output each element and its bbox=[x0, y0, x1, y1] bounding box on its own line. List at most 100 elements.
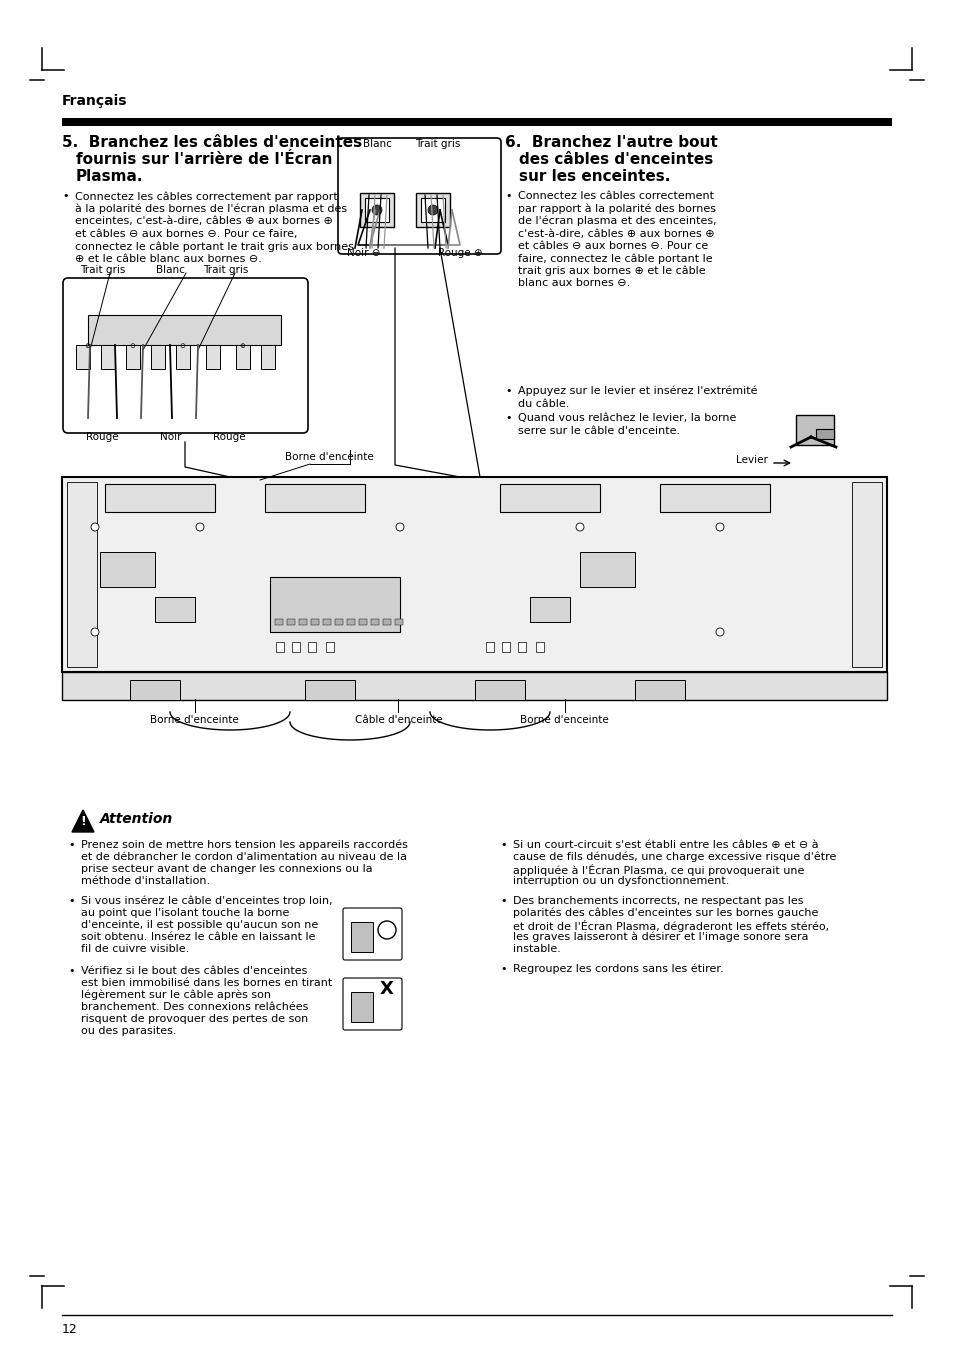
Text: Borne d'enceinte: Borne d'enceinte bbox=[285, 453, 374, 462]
Bar bbox=[395, 619, 402, 626]
Text: 5.  Branchez les câbles d'enceintes: 5. Branchez les câbles d'enceintes bbox=[62, 135, 362, 150]
Bar bbox=[347, 619, 355, 626]
Bar bbox=[659, 484, 769, 512]
Text: Si vous insérez le câble d'enceintes trop loin,: Si vous insérez le câble d'enceintes tro… bbox=[81, 896, 333, 907]
Text: Connectez les câbles correctement par rapport: Connectez les câbles correctement par ra… bbox=[75, 190, 337, 201]
Text: Attention: Attention bbox=[100, 812, 173, 825]
Text: Regroupez les cordons sans les étirer.: Regroupez les cordons sans les étirer. bbox=[513, 965, 723, 974]
Text: Rouge: Rouge bbox=[86, 432, 118, 442]
Text: Connectez les câbles correctement: Connectez les câbles correctement bbox=[517, 190, 713, 201]
Circle shape bbox=[576, 523, 583, 531]
Text: interruption ou un dysfonctionnement.: interruption ou un dysfonctionnement. bbox=[513, 875, 729, 886]
Bar bbox=[67, 482, 97, 667]
Bar bbox=[365, 199, 389, 222]
Circle shape bbox=[716, 523, 723, 531]
Bar bbox=[351, 921, 373, 952]
Text: Trait gris: Trait gris bbox=[80, 265, 125, 276]
Polygon shape bbox=[71, 811, 94, 832]
Bar bbox=[62, 671, 886, 700]
Text: •: • bbox=[62, 190, 69, 201]
Bar bbox=[235, 345, 250, 369]
Bar bbox=[105, 484, 214, 512]
Bar bbox=[635, 680, 684, 700]
Text: prise secteur avant de changer les connexions ou la: prise secteur avant de changer les conne… bbox=[81, 865, 373, 874]
Text: des câbles d'enceintes: des câbles d'enceintes bbox=[518, 153, 713, 168]
Text: appliquée à l'Écran Plasma, ce qui provoquerait une: appliquée à l'Écran Plasma, ce qui provo… bbox=[513, 865, 803, 875]
Text: et câbles ⊖ aux bornes ⊖. Pour ce faire,: et câbles ⊖ aux bornes ⊖. Pour ce faire, bbox=[75, 228, 297, 239]
Bar bbox=[851, 482, 882, 667]
Bar bbox=[206, 345, 220, 369]
Bar bbox=[475, 680, 524, 700]
Text: Câble d'enceinte: Câble d'enceinte bbox=[355, 715, 442, 725]
Text: •: • bbox=[499, 965, 506, 974]
Text: risquent de provoquer des pertes de son: risquent de provoquer des pertes de son bbox=[81, 1015, 308, 1024]
Bar bbox=[501, 642, 510, 653]
Circle shape bbox=[377, 921, 395, 939]
Bar bbox=[62, 477, 886, 671]
Bar bbox=[420, 199, 444, 222]
Text: Des branchements incorrects, ne respectant pas les: Des branchements incorrects, ne respecta… bbox=[513, 896, 802, 907]
Text: •: • bbox=[499, 840, 506, 850]
FancyBboxPatch shape bbox=[343, 908, 401, 961]
Bar bbox=[323, 619, 331, 626]
FancyBboxPatch shape bbox=[63, 278, 308, 434]
Text: 6.  Branchez l'autre bout: 6. Branchez l'autre bout bbox=[504, 135, 717, 150]
Bar bbox=[76, 345, 90, 369]
Text: Rouge ⊕: Rouge ⊕ bbox=[437, 249, 482, 258]
Bar bbox=[151, 345, 165, 369]
Text: Borne d'enceinte: Borne d'enceinte bbox=[519, 715, 608, 725]
Text: Rouge: Rouge bbox=[213, 432, 245, 442]
Text: et câbles ⊖ aux bornes ⊖. Pour ce: et câbles ⊖ aux bornes ⊖. Pour ce bbox=[517, 240, 707, 251]
Text: Plasma.: Plasma. bbox=[76, 169, 143, 184]
Bar bbox=[292, 642, 299, 653]
Text: blanc aux bornes ⊖.: blanc aux bornes ⊖. bbox=[517, 278, 630, 289]
Text: Blanc: Blanc bbox=[363, 139, 392, 149]
Text: Vérifiez si le bout des câbles d'enceintes: Vérifiez si le bout des câbles d'enceint… bbox=[81, 966, 307, 975]
Text: de l'écran plasma et des enceintes,: de l'écran plasma et des enceintes, bbox=[517, 216, 716, 227]
Bar bbox=[536, 642, 543, 653]
Bar bbox=[126, 345, 140, 369]
Text: •: • bbox=[499, 896, 506, 907]
Text: •: • bbox=[504, 386, 511, 396]
Bar bbox=[308, 642, 315, 653]
Text: au point que l'isolant touche la borne: au point que l'isolant touche la borne bbox=[81, 908, 289, 917]
Bar bbox=[298, 619, 307, 626]
Text: •: • bbox=[504, 190, 511, 201]
Text: branchement. Des connexions relâchées: branchement. Des connexions relâchées bbox=[81, 1002, 308, 1012]
Bar bbox=[305, 680, 355, 700]
Circle shape bbox=[428, 205, 437, 215]
Bar bbox=[416, 193, 450, 227]
Text: c'est-à-dire, câbles ⊕ aux bornes ⊕: c'est-à-dire, câbles ⊕ aux bornes ⊕ bbox=[517, 228, 714, 239]
Text: Borne d'enceinte: Borne d'enceinte bbox=[150, 715, 238, 725]
Text: Quand vous relâchez le levier, la borne: Quand vous relâchez le levier, la borne bbox=[517, 413, 736, 423]
Bar bbox=[358, 619, 367, 626]
Text: Français: Français bbox=[62, 95, 128, 108]
Text: Si un court-circuit s'est établi entre les câbles ⊕ et ⊖ à: Si un court-circuit s'est établi entre l… bbox=[513, 840, 818, 850]
Text: sur les enceintes.: sur les enceintes. bbox=[518, 169, 670, 184]
Bar bbox=[261, 345, 274, 369]
Text: !: ! bbox=[80, 815, 86, 828]
Text: ⊕: ⊕ bbox=[239, 343, 245, 349]
Bar bbox=[351, 992, 373, 1021]
Text: Trait gris: Trait gris bbox=[415, 139, 460, 149]
Text: •: • bbox=[68, 896, 74, 907]
Text: Levier: Levier bbox=[735, 455, 767, 465]
Text: ⊖: ⊖ bbox=[129, 343, 134, 349]
Circle shape bbox=[372, 205, 381, 215]
FancyBboxPatch shape bbox=[337, 138, 500, 254]
Text: ⊕ et le câble blanc aux bornes ⊖.: ⊕ et le câble blanc aux bornes ⊖. bbox=[75, 254, 262, 263]
Bar bbox=[371, 619, 378, 626]
Text: polarités des câbles d'enceintes sur les bornes gauche: polarités des câbles d'enceintes sur les… bbox=[513, 908, 818, 919]
Bar bbox=[154, 597, 194, 621]
Text: Appuyez sur le levier et insérez l'extrémité: Appuyez sur le levier et insérez l'extré… bbox=[517, 386, 757, 396]
Text: du câble.: du câble. bbox=[517, 399, 569, 409]
Bar bbox=[359, 193, 394, 227]
Text: Blanc: Blanc bbox=[156, 265, 185, 276]
Text: ⊕: ⊕ bbox=[84, 343, 90, 349]
Bar bbox=[130, 680, 180, 700]
Text: •: • bbox=[68, 966, 74, 975]
Text: cause de fils dénudés, une charge excessive risque d'être: cause de fils dénudés, une charge excess… bbox=[513, 852, 836, 862]
Bar bbox=[265, 484, 365, 512]
Bar bbox=[88, 315, 281, 345]
Text: instable.: instable. bbox=[513, 944, 560, 954]
